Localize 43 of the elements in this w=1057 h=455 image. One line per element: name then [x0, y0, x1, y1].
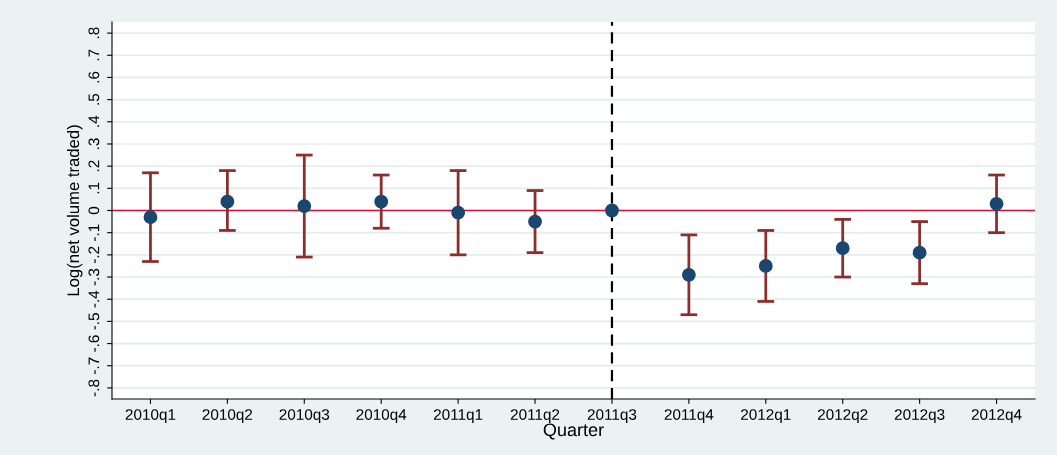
y-axis-title: Log(net volume traded) [66, 125, 83, 296]
x-tick-label: 2010q4 [356, 409, 407, 423]
x-tick-label: 2010q2 [202, 409, 253, 423]
point [451, 205, 466, 220]
y-tick-label: .2 [88, 160, 100, 172]
y-tick-label: -.5 [88, 313, 100, 330]
point [758, 259, 773, 273]
y-tick-label: -.8 [88, 379, 100, 397]
y-tick-label: -.6 [88, 335, 100, 352]
point [989, 196, 1004, 211]
point [374, 194, 389, 209]
x-tick-label: 2012q4 [971, 409, 1022, 423]
x-tick-label: 2011q4 [664, 409, 714, 423]
y-tick-label: .7 [88, 49, 100, 61]
y-tick-label: -.1 [88, 224, 100, 241]
x-tick-label: 2010q1 [125, 409, 176, 423]
point [297, 199, 312, 213]
x-tick-label: 2012q3 [894, 409, 945, 423]
y-tick-label: 0 [88, 206, 100, 215]
point [912, 245, 927, 260]
x-tick-label: 2011q3 [587, 409, 637, 423]
point [835, 241, 850, 256]
x-tick-label: 2012q2 [817, 409, 868, 423]
y-tick-label: .4 [88, 115, 100, 127]
y-tick-label: -.3 [88, 268, 100, 286]
y-tick-label: -.4 [88, 290, 100, 308]
x-tick-label: 2012q1 [741, 409, 791, 423]
x-tick-label: 2011q2 [510, 409, 560, 423]
y-tick-label: -.7 [88, 357, 100, 374]
x-tick-label: 2010q3 [279, 409, 330, 423]
x-axis-title: Quarter [543, 423, 604, 440]
y-tick-label: .6 [88, 71, 100, 83]
y-tick-label: -.2 [88, 246, 100, 264]
y-tick-label: .1 [88, 182, 100, 194]
point [528, 214, 542, 229]
point [220, 194, 235, 209]
point [143, 210, 158, 225]
y-tick-label: .8 [88, 27, 100, 39]
y-tick-label: .5 [88, 93, 100, 105]
x-tick-label: 2011q1 [433, 409, 483, 423]
point [681, 267, 696, 282]
point [605, 203, 619, 218]
y-tick-label: .3 [88, 138, 100, 149]
